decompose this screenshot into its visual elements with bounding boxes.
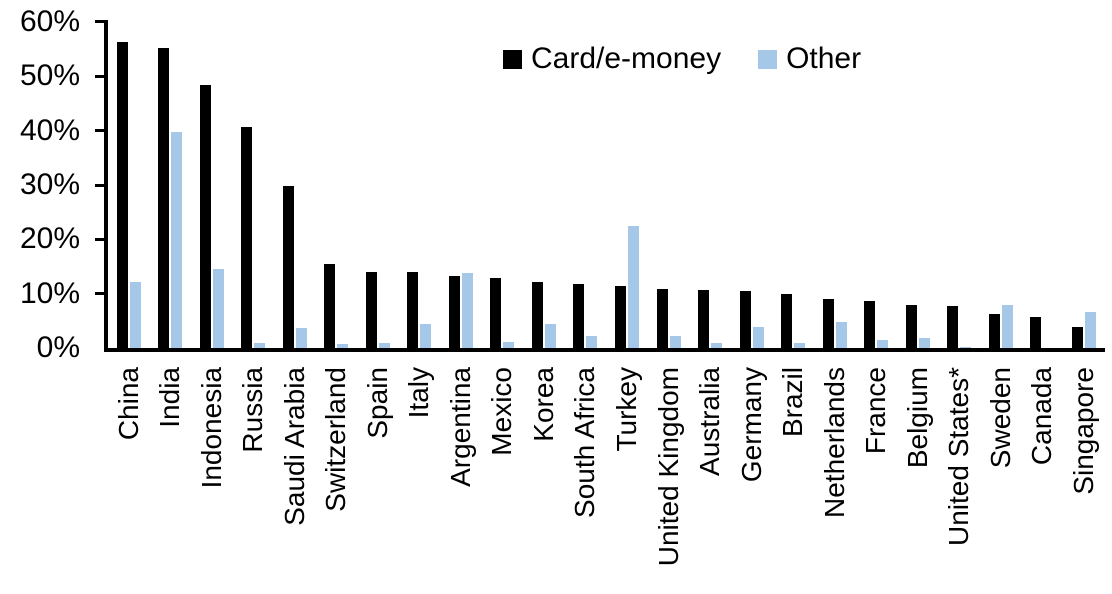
bar-card-e-money-argentina xyxy=(449,275,460,349)
bar-other-switzerland xyxy=(337,343,348,349)
bar-other-korea xyxy=(545,324,556,349)
x-label-belgium: Belgium xyxy=(902,367,933,469)
y-axis-tick xyxy=(95,183,107,187)
x-label-united-kingdom: United Kingdom xyxy=(653,367,684,567)
x-label-saudi-arabia: Saudi Arabia xyxy=(279,367,310,526)
chart-legend: Card/e-money Other xyxy=(503,42,861,76)
bar-other-singapore xyxy=(1085,311,1096,349)
x-label-mexico: Mexico xyxy=(486,367,517,456)
x-label-russia: Russia xyxy=(237,367,268,453)
bar-card-e-money-sweden xyxy=(989,314,1000,349)
bar-card-e-money-spain xyxy=(366,271,377,349)
bar-card-e-money-russia xyxy=(241,127,252,349)
bar-card-e-money-switzerland xyxy=(324,263,335,349)
x-label-france: France xyxy=(860,367,891,455)
bar-card-e-money-india xyxy=(158,48,169,349)
x-label-argentina: Argentina xyxy=(445,367,476,487)
bar-card-e-money-china xyxy=(117,41,128,349)
bar-card-e-money-united-states xyxy=(947,305,958,349)
bar-card-e-money-south-africa xyxy=(573,284,584,349)
x-label-south-africa: South Africa xyxy=(569,367,600,518)
bar-other-mexico xyxy=(503,341,514,349)
y-tick-label-20: 20% xyxy=(19,222,80,256)
bar-other-united-states xyxy=(960,346,971,349)
bar-other-netherlands xyxy=(836,322,847,349)
x-label-india: India xyxy=(154,367,185,428)
y-axis-line xyxy=(104,20,108,352)
bar-card-e-money-korea xyxy=(532,281,543,349)
bar-card-e-money-indonesia xyxy=(200,85,211,349)
y-tick-label-0: 0% xyxy=(36,331,80,365)
bar-other-australia xyxy=(711,343,722,349)
x-label-turkey: Turkey xyxy=(611,367,642,452)
bar-other-germany xyxy=(753,327,764,349)
bar-card-e-money-saudi-arabia xyxy=(283,185,294,349)
bar-other-united-kingdom xyxy=(670,335,681,349)
y-axis-tick xyxy=(95,20,107,24)
y-axis-tick xyxy=(95,292,107,296)
bar-other-italy xyxy=(420,324,431,349)
x-label-united-states: United States* xyxy=(943,367,974,546)
bar-other-indonesia xyxy=(213,269,224,349)
x-label-canada: Canada xyxy=(1026,367,1057,466)
bar-card-e-money-germany xyxy=(740,290,751,349)
x-label-germany: Germany xyxy=(736,367,767,483)
y-axis-tick xyxy=(95,129,107,133)
bar-other-india xyxy=(171,132,182,349)
bar-other-belgium xyxy=(919,337,930,349)
y-tick-label-40: 40% xyxy=(19,113,80,147)
legend-label-card-e-money: Card/e-money xyxy=(531,42,722,75)
bar-card-e-money-belgium xyxy=(906,304,917,349)
x-label-china: China xyxy=(113,367,144,441)
bar-card-e-money-mexico xyxy=(490,278,501,349)
card-e-money-swatch-icon xyxy=(503,49,522,69)
y-tick-label-60: 60% xyxy=(19,4,80,38)
x-label-korea: Korea xyxy=(528,367,559,442)
bar-other-france xyxy=(877,340,888,349)
bar-other-spain xyxy=(379,343,390,349)
bar-card-e-money-france xyxy=(864,301,875,349)
bar-other-argentina xyxy=(462,273,473,349)
bar-card-e-money-australia xyxy=(698,290,709,349)
x-label-indonesia: Indonesia xyxy=(196,367,227,489)
x-axis-line xyxy=(104,348,1105,352)
y-axis-tick xyxy=(95,74,107,78)
x-label-spain: Spain xyxy=(362,367,393,439)
x-label-netherlands: Netherlands xyxy=(819,367,850,518)
bar-other-sweden xyxy=(1002,305,1013,349)
y-axis-tick xyxy=(95,237,107,241)
bar-card-e-money-turkey xyxy=(615,285,626,349)
bar-card-e-money-canada xyxy=(1030,316,1041,349)
bar-card-e-money-netherlands xyxy=(823,298,834,349)
bar-other-turkey xyxy=(628,225,639,349)
y-tick-label-10: 10% xyxy=(19,276,80,310)
bar-other-south-africa xyxy=(586,335,597,349)
other-swatch-icon xyxy=(758,49,778,69)
bar-card-e-money-italy xyxy=(407,272,418,349)
x-label-brazil: Brazil xyxy=(777,367,808,438)
x-label-switzerland: Switzerland xyxy=(320,367,351,512)
y-tick-label-50: 50% xyxy=(19,59,80,93)
legend-item-other: Other xyxy=(758,42,861,76)
bar-card-e-money-united-kingdom xyxy=(657,288,668,349)
y-tick-label-30: 30% xyxy=(19,168,80,201)
bar-other-russia xyxy=(254,342,265,349)
x-label-australia: Australia xyxy=(694,367,725,476)
x-label-sweden: Sweden xyxy=(985,367,1016,469)
bar-other-brazil xyxy=(794,342,805,349)
bar-other-saudi-arabia xyxy=(296,327,307,349)
bar-card-e-money-singapore xyxy=(1072,326,1083,349)
bar-card-e-money-brazil xyxy=(781,294,792,349)
legend-item-card-e-money: Card/e-money xyxy=(503,42,721,76)
legend-label-other: Other xyxy=(786,42,862,75)
bar-other-china xyxy=(130,281,141,349)
x-label-italy: Italy xyxy=(403,367,434,419)
x-label-singapore: Singapore xyxy=(1068,367,1099,495)
